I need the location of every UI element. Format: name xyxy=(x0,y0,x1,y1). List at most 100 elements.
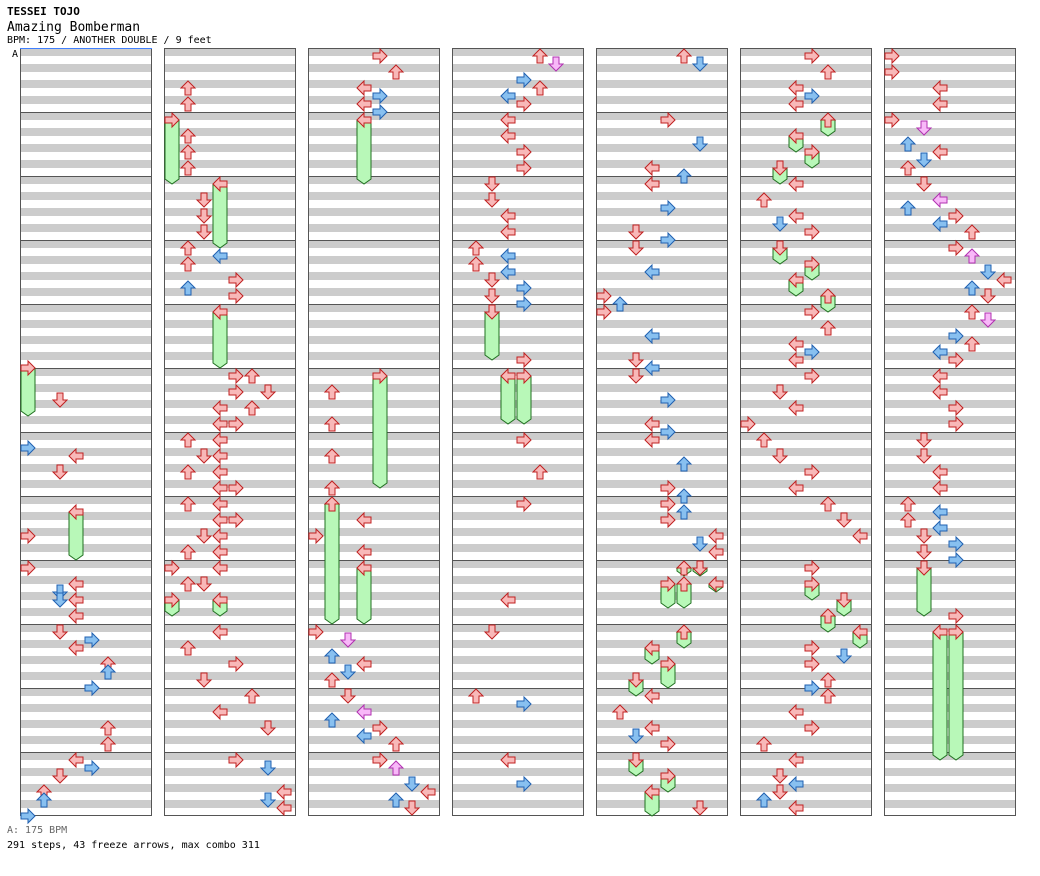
step-arrow-icon xyxy=(531,464,549,480)
beat-stripe xyxy=(596,560,728,568)
beat-stripe xyxy=(884,160,1016,168)
beat-stripe xyxy=(164,416,296,424)
beat-stripe xyxy=(20,336,152,344)
step-arrow-icon xyxy=(788,703,804,721)
step-arrow-icon xyxy=(179,96,197,112)
beat-stripe xyxy=(884,464,1016,472)
beat-stripe xyxy=(596,64,728,72)
beat-stripe xyxy=(740,576,872,584)
step-arrow-icon xyxy=(212,591,228,609)
beat-stripe xyxy=(740,512,872,520)
step-arrow-icon xyxy=(835,592,853,608)
step-arrow-icon xyxy=(372,367,388,385)
step-arrow-icon xyxy=(804,255,820,273)
beat-stripe xyxy=(452,144,584,152)
beat-stripe xyxy=(308,336,440,344)
step-arrow-icon xyxy=(788,95,804,113)
step-arrow-icon xyxy=(755,792,773,808)
beat-stripe xyxy=(740,752,872,760)
beat-stripe xyxy=(308,496,440,504)
step-arrow-icon xyxy=(212,175,228,193)
beat-stripe xyxy=(164,560,296,568)
beat-stripe xyxy=(164,720,296,728)
beat-stripe xyxy=(164,160,296,168)
chart-column xyxy=(596,48,728,816)
step-arrow-icon xyxy=(644,639,660,657)
step-arrow-icon xyxy=(644,175,660,193)
step-arrow-icon xyxy=(531,80,549,96)
beat-stripe xyxy=(596,448,728,456)
beat-stripe xyxy=(164,208,296,216)
step-arrow-icon xyxy=(228,367,244,385)
step-arrow-icon xyxy=(675,48,693,64)
beat-stripe xyxy=(740,64,872,72)
step-arrow-icon xyxy=(963,336,981,352)
beat-stripe xyxy=(20,144,152,152)
step-arrow-icon xyxy=(948,239,964,257)
step-arrow-icon xyxy=(788,127,804,145)
step-arrow-icon xyxy=(788,775,804,793)
beat-stripe xyxy=(308,720,440,728)
step-arrow-icon xyxy=(835,512,853,528)
step-arrow-icon xyxy=(804,87,820,105)
beat-stripe xyxy=(740,656,872,664)
step-arrow-icon xyxy=(500,367,516,385)
step-arrow-icon xyxy=(963,248,981,264)
beat-stripe xyxy=(164,48,296,56)
step-arrow-icon xyxy=(276,783,292,801)
beat-stripe xyxy=(20,672,152,680)
step-arrow-icon xyxy=(212,431,228,449)
step-arrow-icon xyxy=(788,175,804,193)
step-arrow-icon xyxy=(483,272,501,288)
chart-stats: 291 steps, 43 freeze arrows, max combo 3… xyxy=(7,840,260,851)
step-arrow-icon xyxy=(500,111,516,129)
beat-stripe xyxy=(164,592,296,600)
step-arrow-icon xyxy=(660,575,676,593)
step-arrow-icon xyxy=(899,160,917,176)
step-arrow-icon xyxy=(68,447,84,465)
beat-stripe xyxy=(164,480,296,488)
beat-stripe xyxy=(20,560,152,568)
step-arrow-icon xyxy=(276,799,292,817)
beat-stripe xyxy=(20,320,152,328)
beat-stripe xyxy=(740,624,872,632)
step-arrow-icon xyxy=(660,111,676,129)
beat-stripe xyxy=(164,272,296,280)
step-arrow-icon xyxy=(259,792,277,808)
beat-stripe xyxy=(740,496,872,504)
beat-stripe xyxy=(164,672,296,680)
beat-stripe xyxy=(452,208,584,216)
beat-stripe xyxy=(308,736,440,744)
step-arrow-icon xyxy=(179,280,197,296)
step-arrow-icon xyxy=(259,384,277,400)
beat-stripe xyxy=(20,736,152,744)
beat-stripe xyxy=(596,432,728,440)
step-arrow-icon xyxy=(308,527,324,545)
beat-stripe xyxy=(20,192,152,200)
beat-stripe xyxy=(308,608,440,616)
beat-stripe xyxy=(740,416,872,424)
step-arrow-icon xyxy=(691,800,709,816)
freeze-arrow-body xyxy=(948,631,964,761)
step-arrow-icon xyxy=(516,367,532,385)
beat-stripe xyxy=(740,48,872,56)
step-arrow-icon xyxy=(179,144,197,160)
step-arrow-icon xyxy=(356,511,372,529)
step-arrow-icon xyxy=(20,527,36,545)
beat-stripe xyxy=(884,208,1016,216)
step-arrow-icon xyxy=(644,327,660,345)
step-arrow-icon xyxy=(627,224,645,240)
beat-stripe xyxy=(164,432,296,440)
step-arrow-icon xyxy=(691,536,709,552)
step-arrow-icon xyxy=(948,351,964,369)
step-arrow-icon xyxy=(788,799,804,817)
beat-stripe xyxy=(308,192,440,200)
step-arrow-icon xyxy=(819,64,837,80)
step-arrow-icon xyxy=(915,544,933,560)
step-arrow-icon xyxy=(627,352,645,368)
step-arrow-icon xyxy=(372,751,388,769)
step-arrow-icon xyxy=(483,192,501,208)
step-arrow-icon xyxy=(804,463,820,481)
step-arrow-icon xyxy=(596,303,612,321)
